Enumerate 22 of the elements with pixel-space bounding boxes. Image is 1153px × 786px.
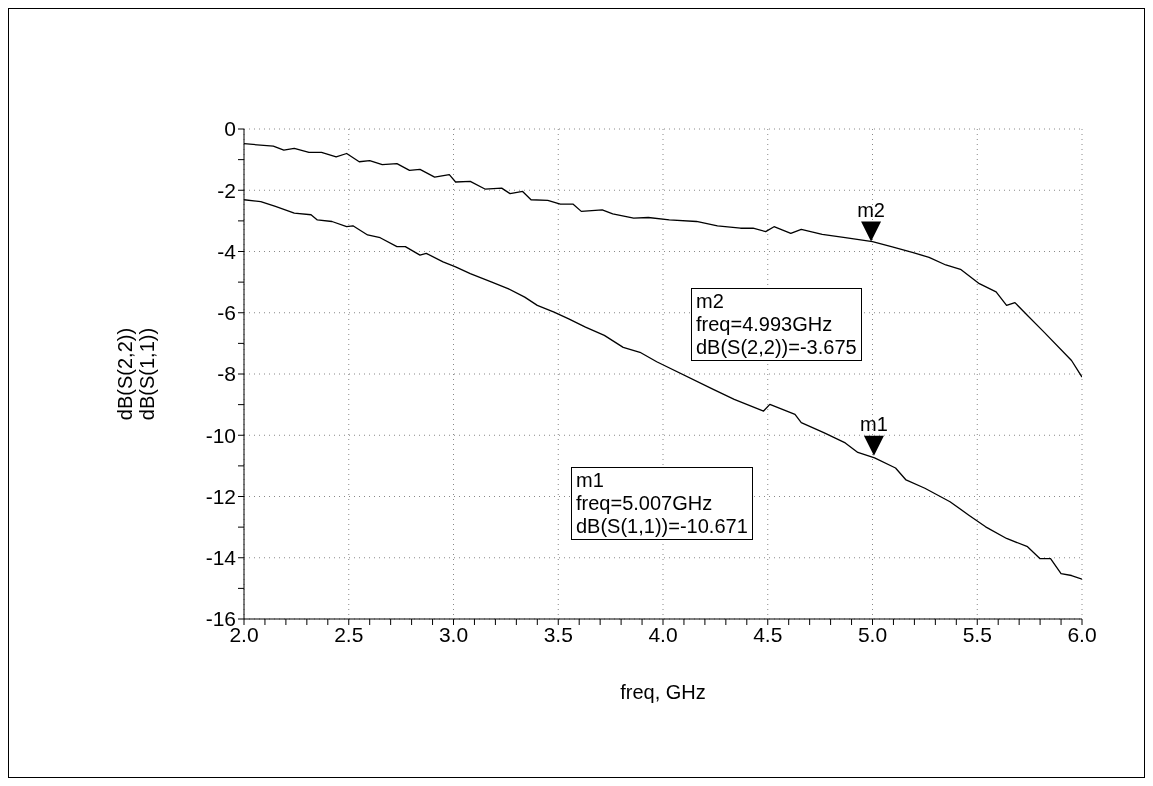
x-tick-label: 2.5 — [334, 622, 364, 646]
x-tick-label: 4.5 — [753, 622, 783, 646]
y-tick-label: -6 — [217, 301, 236, 325]
x-tick-label: 4.0 — [648, 622, 678, 646]
annotation: m2 freq=4.993GHz dB(S(2,2))=-3.675 — [696, 290, 857, 359]
annotation: m1 — [860, 412, 888, 435]
y-tick-label: -2 — [217, 178, 236, 202]
y-tick-label: -10 — [205, 423, 236, 447]
x-tick-label: 3.5 — [543, 622, 573, 646]
y-tick-label: -8 — [217, 362, 236, 386]
x-tick-label: 6.0 — [1067, 622, 1097, 646]
annotation: m2 — [857, 198, 885, 221]
x-axis-title: freq, GHz — [620, 681, 706, 703]
x-tick-label: 5.0 — [857, 622, 888, 646]
annotation: m1 freq=5.007GHz dB(S(1,1))=-10.671 — [576, 469, 748, 538]
x-tick-label: 5.5 — [962, 622, 992, 646]
x-tick-label: 3.0 — [438, 622, 469, 646]
y-tick-label: 0 — [224, 117, 236, 141]
y-tick-label: -14 — [205, 546, 237, 570]
y-axis-title: dB(S(2,2)) dB(S(1,1)) — [114, 327, 158, 421]
y-tick-label: -4 — [217, 239, 237, 263]
y-tick-label: -12 — [205, 484, 236, 508]
